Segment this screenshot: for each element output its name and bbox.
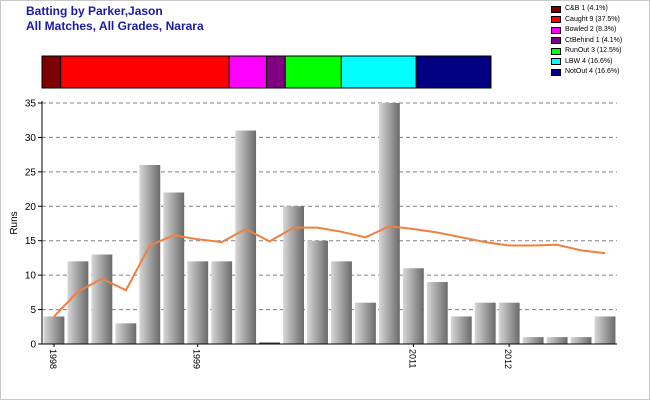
y-tick-label: 5 — [30, 305, 36, 316]
legend-swatch — [551, 37, 561, 45]
runs-bars — [43, 103, 616, 344]
dismissal-segment — [41, 55, 62, 89]
runs-bar — [43, 316, 65, 344]
chart-subtitle: All Matches, All Grades, Narara — [26, 19, 204, 33]
legend-label: C&B 1 (4.1%) — [565, 5, 608, 13]
legend-label: CtBehind 1 (4.1%) — [565, 36, 623, 44]
dismissal-segment — [284, 55, 342, 89]
runs-bar — [307, 240, 328, 344]
runs-bar — [450, 316, 472, 344]
y-tick-label: 20 — [25, 202, 37, 213]
runs-bar — [211, 261, 233, 344]
runs-bar — [187, 261, 209, 344]
legend-label: Bowled 2 (8.3%) — [565, 26, 617, 34]
runs-bar — [570, 337, 592, 344]
runs-bar — [426, 282, 448, 344]
legend-label: RunOut 3 (12.5%) — [565, 47, 622, 55]
runs-bar — [91, 254, 113, 344]
runs-bar — [259, 342, 281, 344]
dismissal-legend: C&B 1 (4.1%) Caught 9 (37.5%) Bowled 2 (8.… — [551, 4, 647, 78]
runs-bar — [355, 302, 376, 344]
dismissal-segment — [228, 55, 267, 89]
legend-label: Caught 9 (37.5%) — [565, 15, 620, 23]
runs-bar — [67, 261, 89, 344]
y-tick-labels: 0 5 10 15 20 25 30 35 — [25, 99, 42, 351]
legend-swatch — [551, 68, 561, 76]
runs-bar — [235, 130, 257, 344]
y-axis-label: Runs — [9, 211, 20, 234]
dismissal-segment — [415, 55, 492, 89]
y-tick-label: 30 — [25, 133, 37, 144]
dismissal-segment — [60, 55, 230, 89]
legend-item: Caught 9 (37.5%) — [551, 15, 647, 26]
y-tick-label: 35 — [25, 99, 37, 110]
runs-bar — [594, 316, 616, 344]
runs-bar — [522, 337, 544, 344]
runs-bar — [163, 192, 185, 344]
runs-bar — [139, 164, 161, 344]
x-tick-label: 2011 — [407, 349, 417, 368]
x-tick-label: 2012 — [503, 349, 513, 369]
average-line — [53, 225, 606, 318]
legend-item: RunOut 3 (12.5%) — [551, 46, 647, 57]
legend-swatch — [551, 5, 561, 13]
legend-label: NotOut 4 (16.6%) — [565, 68, 620, 76]
legend-item: Bowled 2 (8.3%) — [551, 25, 647, 36]
legend-label: LBW 4 (16.6%) — [565, 57, 613, 65]
y-tick-label: 15 — [25, 236, 37, 247]
legend-item: C&B 1 (4.1%) — [551, 4, 647, 15]
legend-swatch — [551, 58, 561, 66]
legend-swatch — [551, 47, 561, 55]
x-tick-label: 1999 — [192, 349, 202, 369]
legend-swatch — [551, 26, 561, 34]
runs-bar — [283, 206, 304, 344]
y-tick-label: 0 — [30, 340, 36, 351]
runs-bar — [498, 302, 520, 344]
dismissal-segment — [340, 55, 417, 89]
runs-bar — [474, 302, 496, 344]
runs-bar — [331, 261, 352, 344]
y-tick-label: 25 — [25, 167, 37, 178]
runs-bar — [402, 268, 424, 344]
runs-bar — [378, 103, 400, 344]
runs-bar — [115, 323, 137, 344]
chart-title: Batting by Parker,Jason — [26, 4, 163, 18]
dismissal-distribution-bar — [41, 55, 492, 89]
x-tick-label: 1998 — [48, 349, 58, 369]
axes — [41, 101, 617, 345]
legend-swatch — [551, 16, 561, 24]
dismissal-segment — [266, 55, 286, 89]
x-tick-labels: 1998 1999 2011 2012 — [48, 344, 513, 369]
grid-lines — [42, 102, 617, 311]
legend-item: CtBehind 1 (4.1%) — [551, 36, 647, 47]
runs-bar — [546, 337, 568, 344]
y-tick-label: 10 — [25, 271, 37, 282]
average-series-line — [53, 225, 606, 318]
legend-item: NotOut 4 (16.6%) — [551, 67, 647, 78]
legend-item: LBW 4 (16.6%) — [551, 57, 647, 68]
